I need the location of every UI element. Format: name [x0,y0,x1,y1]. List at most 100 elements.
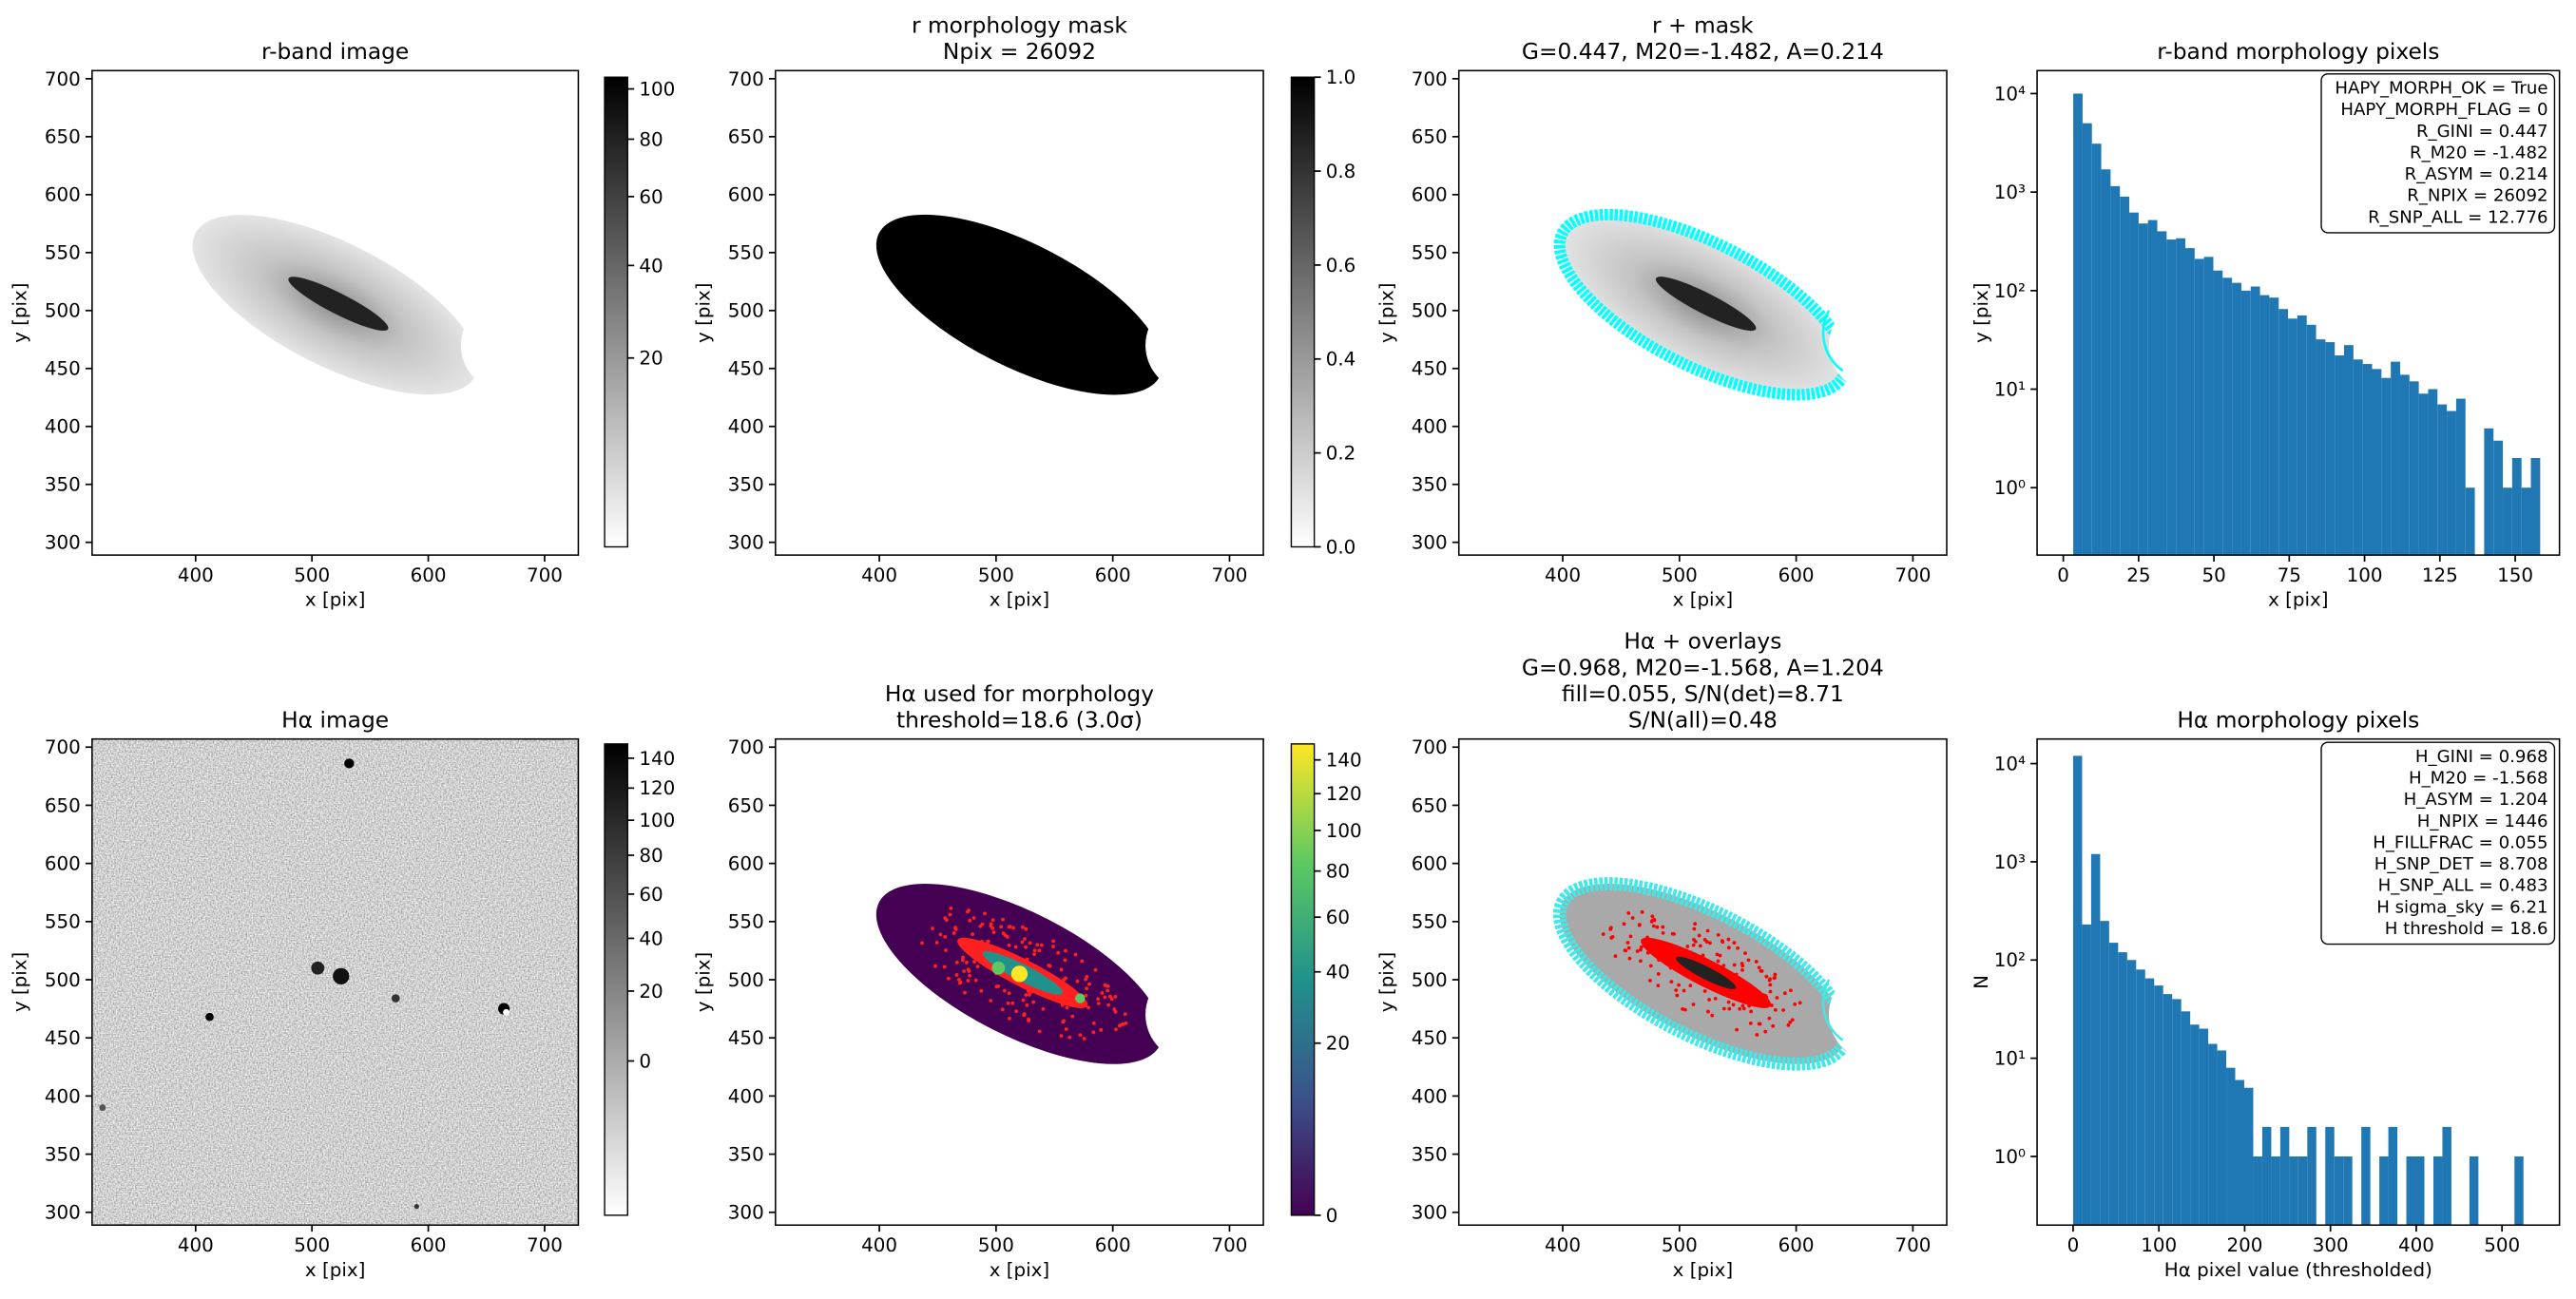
pixel-dot [1040,943,1044,947]
bar [2073,93,2083,556]
mask-notch [1828,967,1923,1061]
pixel-dot [920,941,924,946]
pixel-dot [1065,1005,1069,1010]
x-tick-label: 700 [1894,564,1931,586]
y-tick-label: 500 [1412,969,1448,991]
bar [2335,355,2345,556]
bar [2203,257,2214,556]
pixel-dot [1727,1006,1732,1011]
x-tick-label: 100 [2141,1234,2177,1256]
pixel-dot [1625,941,1630,945]
bar [2250,286,2260,556]
pixel-dot [1793,1002,1797,1006]
bar [2240,290,2251,556]
pixel-dot [1726,946,1731,950]
y-tick-label: 10⁴ [1994,83,2026,105]
pixel-dot [1710,1013,1715,1018]
pixel-dot [1661,925,1665,929]
pixel-dot [1027,992,1031,997]
pixel-dot [1006,1001,1010,1005]
source [391,994,400,1003]
panel-title: G=0.447, M20=-1.482, A=0.214 [1522,38,1884,65]
x-tick-label: 200 [2226,1234,2262,1256]
pixel-dot [1691,943,1696,947]
pixel-dot [1691,1003,1696,1006]
y-tick-label: 500 [728,300,764,322]
bar [2353,359,2363,556]
bar [2406,1156,2416,1226]
source [333,967,350,984]
pixel-dot [1064,948,1067,953]
annotation-line: R_SNP_ALL = 12.776 [2368,207,2547,227]
colorbar [604,743,628,1216]
pixel-dot [1675,993,1680,998]
colorbar-tick-label: 20 [1326,1033,1350,1055]
pixel-dot [989,922,993,926]
axes-frame [775,69,1264,556]
pixel-dot [1028,941,1032,946]
pixel-dot [1085,986,1089,991]
pixel-dot [963,990,967,995]
panel-title: Hα used for morphology [885,680,1154,707]
pixel-dot [1032,948,1037,953]
panel: Hα morphology pixels 0 100 200 300 400 500 10⁰ 1… [1970,707,2561,1281]
x-tick-label: 700 [1212,1234,1248,1256]
image [1458,70,1948,556]
annotation-box [2320,741,2556,946]
pixel-dot [1767,1016,1772,1021]
bar [2226,1067,2236,1226]
bar [2334,1156,2344,1226]
pixel-dot [1005,935,1009,939]
pixel-dot [1106,1003,1111,1007]
pixel-dot [1059,1034,1064,1039]
pixel-dot [1118,1023,1122,1028]
bar [2521,487,2531,556]
y-tick-label: 350 [728,1143,764,1165]
source [311,961,325,975]
bar [2129,212,2139,556]
pixel-dot [1715,952,1720,957]
axes-frame [2036,737,2561,1227]
bar [2120,196,2130,556]
pixel-dot [1781,1008,1785,1012]
y-axis-label: y [pix] [1970,282,1992,342]
image [1458,738,1948,1226]
pixel-dot [938,932,943,937]
bar [2213,270,2223,556]
bar [2297,1156,2308,1226]
pixel-dot [1608,926,1613,931]
bar [2118,952,2127,1226]
pixel-dot [1041,1007,1046,1011]
mask-notch [460,298,554,392]
x-tick-label: 500 [1662,1234,1698,1256]
pixel-dot [1688,984,1693,988]
colorbar [604,76,628,548]
x-tick-label: 150 [2497,564,2533,586]
colorbar-tick-label: 140 [1326,750,1362,772]
bar [2432,1156,2443,1226]
x-tick-label: 500 [2484,1234,2520,1256]
bar [2163,994,2173,1226]
pixel-dot [1123,1012,1127,1017]
y-tick-label: 10⁰ [1994,1146,2026,1168]
bar [2190,1024,2200,1226]
x-tick-label: 400 [861,1234,897,1256]
colorbar-tick-label: 1.0 [1326,67,1356,88]
axes-frame [1457,69,1948,556]
galaxy-core [1676,956,1737,989]
pixel-dot [1661,930,1665,935]
pixel-dot [1031,1000,1036,1004]
y-tick-label: 650 [45,126,81,148]
pixel-dot [1067,1035,1072,1040]
pixel-dot [1773,972,1778,977]
pixel-dot [1613,954,1618,959]
y-tick-label: 10² [1994,280,2026,302]
pixel-dot [1601,932,1605,936]
pixel-dot [1759,968,1764,973]
pixel-dot [1635,949,1640,953]
pixel-dot [1706,1009,1710,1014]
axes-frame [2036,69,2561,556]
annotation-line: H_SNP_ALL = 0.483 [2378,876,2548,896]
